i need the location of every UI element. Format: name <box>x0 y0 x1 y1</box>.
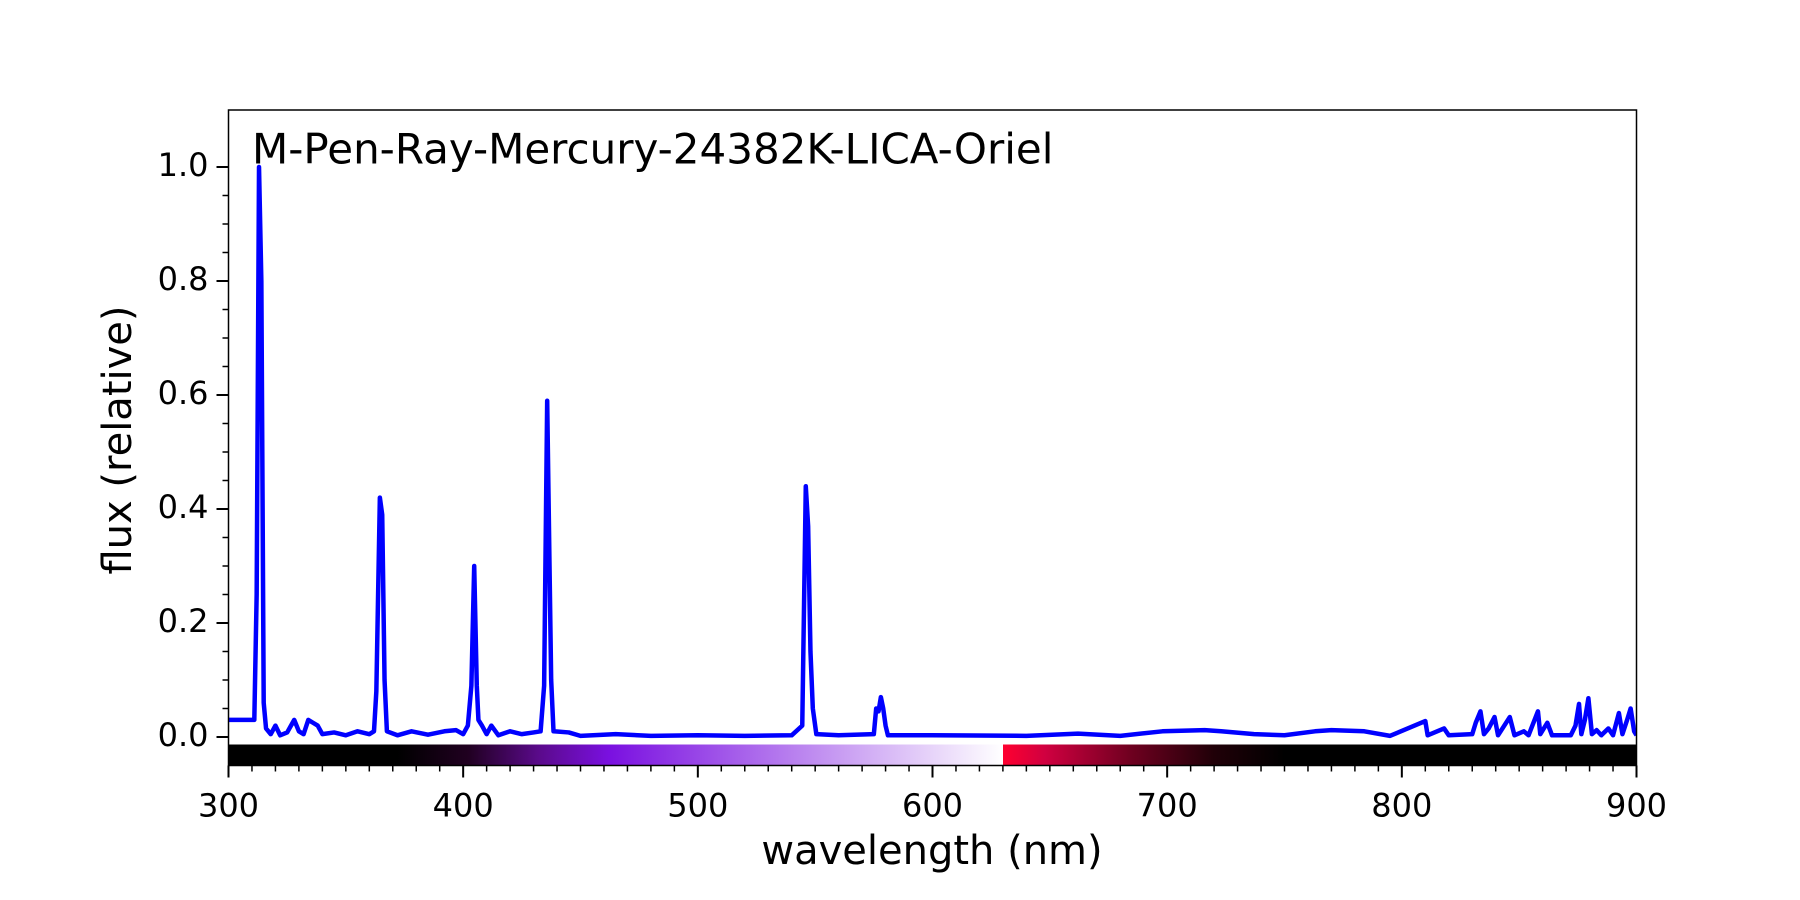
y-tick-label: 1.0 <box>158 146 209 184</box>
x-tick-label: 600 <box>902 787 963 825</box>
spectrum-bar <box>228 744 1637 766</box>
x-tick-label: 300 <box>198 787 259 825</box>
y-axis-label: flux (relative) <box>95 305 141 574</box>
y-tick-label: 0.8 <box>158 260 209 298</box>
x-tick-label: 500 <box>667 787 728 825</box>
axes: 0.0 0.2 0.4 0.6 0.8 1.0 300 400 500 600 700 800 900 <box>158 109 1667 825</box>
y-tick-label: 0.6 <box>158 374 209 412</box>
y-tick-label: 0.2 <box>158 602 209 640</box>
x-tick-label: 400 <box>433 787 494 825</box>
chart-title: M-Pen-Ray-Mercury-24382K-LICA-Oriel <box>252 125 1053 174</box>
y-tick-label: 0.0 <box>158 716 209 754</box>
x-tick-label: 700 <box>1137 787 1198 825</box>
x-tick-label: 900 <box>1606 787 1667 825</box>
y-tick-label: 0.4 <box>158 488 209 526</box>
x-tick-label: 800 <box>1371 787 1432 825</box>
plot-frame <box>227 109 1638 767</box>
spectrum-line <box>228 164 1637 739</box>
x-axis-label: wavelength (nm) <box>761 828 1102 874</box>
